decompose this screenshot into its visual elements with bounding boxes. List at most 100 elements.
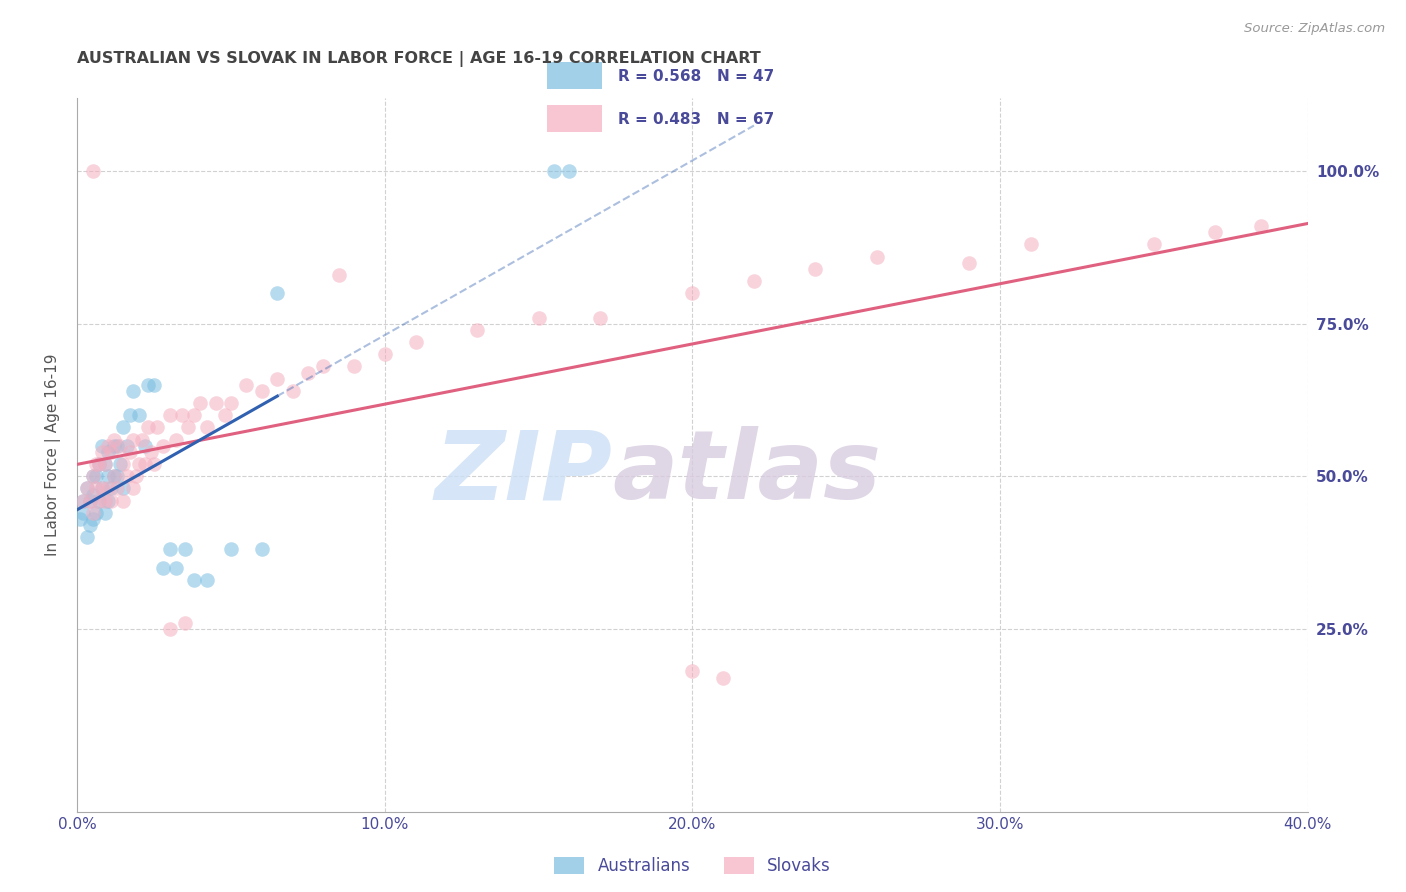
Point: [204, 396, 226, 410]
Point: [141, 445, 163, 459]
Point: [121, 433, 143, 447]
Legend: Australians, Slovaks: Australians, Slovaks: [547, 850, 838, 882]
Point: [866, 250, 889, 264]
Point: [90, 482, 114, 496]
Point: [134, 457, 156, 471]
Point: [465, 323, 488, 337]
Point: [82, 512, 104, 526]
Text: Source: ZipAtlas.com: Source: ZipAtlas.com: [1244, 22, 1385, 36]
Point: [312, 359, 335, 374]
Y-axis label: In Labor Force | Age 16-19: In Labor Force | Age 16-19: [45, 353, 62, 557]
Text: ZIP: ZIP: [434, 426, 613, 519]
Point: [103, 469, 125, 483]
Point: [76, 482, 98, 496]
Point: [188, 396, 212, 410]
Point: [250, 542, 273, 557]
Point: [742, 274, 765, 288]
Point: [100, 482, 122, 496]
Point: [82, 506, 104, 520]
Point: [281, 384, 304, 398]
Point: [183, 409, 205, 423]
Point: [214, 409, 236, 423]
Point: [170, 409, 193, 423]
Point: [159, 409, 181, 423]
Point: [103, 439, 125, 453]
Point: [152, 439, 174, 453]
Text: atlas: atlas: [613, 426, 882, 519]
Point: [219, 542, 242, 557]
Point: [79, 493, 101, 508]
Point: [374, 347, 396, 361]
Point: [134, 439, 156, 453]
Point: [112, 457, 135, 471]
Point: [115, 469, 138, 483]
Point: [183, 573, 205, 587]
Point: [266, 372, 288, 386]
Point: [174, 542, 197, 557]
Point: [125, 469, 148, 483]
Point: [136, 420, 159, 434]
Point: [112, 482, 135, 496]
Text: R = 0.568   N = 47: R = 0.568 N = 47: [617, 70, 775, 84]
Point: [527, 310, 550, 325]
Point: [174, 615, 197, 630]
Point: [115, 439, 138, 453]
Point: [195, 420, 218, 434]
Point: [152, 560, 174, 574]
Point: [804, 261, 827, 276]
Point: [94, 457, 117, 471]
Point: [165, 560, 187, 574]
Point: [87, 493, 110, 508]
Point: [159, 542, 181, 557]
Point: [1250, 219, 1272, 234]
Point: [1204, 225, 1226, 239]
Point: [235, 377, 257, 392]
Point: [110, 457, 132, 471]
Bar: [547, 105, 602, 132]
Point: [146, 420, 169, 434]
Point: [72, 493, 94, 508]
Point: [128, 409, 150, 423]
Point: [250, 384, 273, 398]
Point: [105, 482, 128, 496]
Point: [100, 445, 122, 459]
Point: [112, 420, 135, 434]
Bar: [547, 62, 602, 89]
Point: [103, 433, 125, 447]
Point: [87, 457, 110, 471]
Point: [558, 164, 581, 178]
Point: [1143, 237, 1166, 252]
Point: [84, 469, 107, 483]
Point: [682, 286, 704, 301]
Text: R = 0.483   N = 67: R = 0.483 N = 67: [617, 112, 775, 127]
Point: [543, 164, 565, 178]
Point: [195, 573, 218, 587]
Point: [90, 439, 114, 453]
Text: AUSTRALIAN VS SLOVAK IN LABOR FORCE | AGE 16-19 CORRELATION CHART: AUSTRALIAN VS SLOVAK IN LABOR FORCE | AG…: [77, 51, 761, 67]
Point: [121, 384, 143, 398]
Point: [328, 268, 350, 282]
Point: [84, 457, 107, 471]
Point: [121, 482, 143, 496]
Point: [105, 439, 128, 453]
Point: [110, 439, 132, 453]
Point: [177, 420, 200, 434]
Point: [131, 433, 153, 447]
Point: [343, 359, 366, 374]
Point: [82, 469, 104, 483]
Point: [112, 493, 135, 508]
Point: [118, 445, 141, 459]
Point: [72, 493, 94, 508]
Point: [297, 366, 319, 380]
Point: [682, 665, 704, 679]
Point: [87, 493, 110, 508]
Point: [84, 482, 107, 496]
Point: [159, 622, 181, 636]
Point: [94, 493, 117, 508]
Point: [103, 469, 125, 483]
Point: [97, 469, 120, 483]
Point: [84, 506, 107, 520]
Point: [82, 469, 104, 483]
Point: [90, 445, 114, 459]
Point: [105, 469, 128, 483]
